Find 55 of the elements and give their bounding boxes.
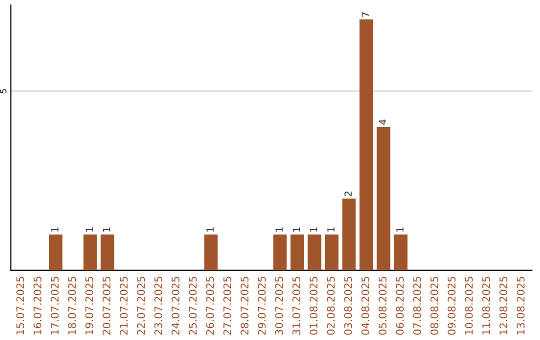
x-tick-label: 11.08.2025 xyxy=(482,276,490,334)
x-tick-label: 16.07.2025 xyxy=(34,276,42,334)
bar xyxy=(204,234,218,270)
data-label: 1 xyxy=(103,227,110,232)
x-tick-label: 04.08.2025 xyxy=(361,276,370,335)
data-label: 1 xyxy=(327,227,334,232)
x-tick-label: 15.07.2025 xyxy=(16,276,24,334)
x-tick-label: 12.08.2025 xyxy=(499,276,508,334)
x-tick-label: 01.08.2025 xyxy=(310,276,318,335)
x-tick-label: 22.07.2025 xyxy=(137,276,145,335)
x-tick-label: 24.07.2025 xyxy=(172,276,180,335)
data-label: 1 xyxy=(310,227,318,232)
bar xyxy=(360,19,373,270)
data-label: 1 xyxy=(276,227,283,232)
bar xyxy=(394,234,408,270)
x-tick-label: 17.07.2025 xyxy=(50,276,59,334)
x-tick-label: 29.07.2025 xyxy=(258,276,266,335)
data-label: 2 xyxy=(344,192,352,196)
x-tick-label: 03.08.2025 xyxy=(344,276,352,335)
bar xyxy=(273,234,287,270)
data-label: 1 xyxy=(206,227,214,232)
y-tick-label: 5 xyxy=(0,89,6,94)
x-tick-label: 21.07.2025 xyxy=(120,276,128,335)
bar xyxy=(290,234,304,270)
bar xyxy=(83,234,97,270)
x-tick-label: 09.08.2025 xyxy=(448,276,456,335)
x-tick-label: 06.08.2025 xyxy=(396,276,404,335)
data-label: 1 xyxy=(292,227,300,232)
x-tick-label: 27.07.2025 xyxy=(223,276,232,335)
x-tick-label: 13.08.2025 xyxy=(516,276,525,334)
x-tick-label: 23.07.2025 xyxy=(154,276,162,335)
x-tick-label: 20.07.2025 xyxy=(102,276,110,335)
data-label: 4 xyxy=(379,120,386,125)
bar xyxy=(325,234,338,270)
x-tick-label: 08.08.2025 xyxy=(430,276,438,335)
x-tick-label: 05.08.2025 xyxy=(378,276,387,335)
x-tick-label: 31.07.2025 xyxy=(292,276,300,335)
x-tick-label: 02.08.2025 xyxy=(326,276,335,335)
x-tick-label: 18.07.2025 xyxy=(68,276,76,334)
x-tick-label: 10.08.2025 xyxy=(464,276,473,334)
x-tick-label: 19.07.2025 xyxy=(85,276,94,334)
x-tick-label: 26.07.2025 xyxy=(206,276,214,335)
data-label: 1 xyxy=(396,227,404,232)
x-tick-label: 28.07.2025 xyxy=(240,276,248,335)
bar xyxy=(308,234,322,270)
x-tick-label: 07.08.2025 xyxy=(413,276,422,335)
bar xyxy=(376,126,390,270)
bar xyxy=(342,198,356,270)
x-tick-label: 30.07.2025 xyxy=(275,276,283,335)
bar xyxy=(48,234,62,270)
x-tick-label: 25.07.2025 xyxy=(188,276,197,335)
bar xyxy=(100,234,114,270)
data-label: 7 xyxy=(362,12,369,17)
data-label: 1 xyxy=(86,227,93,232)
data-label: 1 xyxy=(51,227,58,232)
